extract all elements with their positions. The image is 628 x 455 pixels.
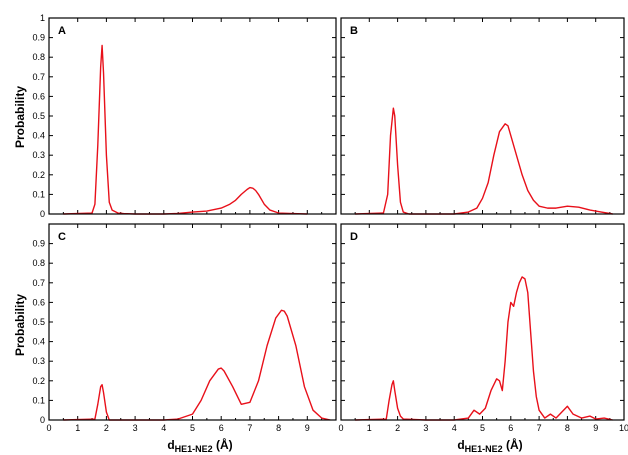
panel-label-a: A [58, 25, 66, 37]
plot-frame-d [340, 223, 625, 421]
plot-frame-c [48, 223, 337, 421]
y-tick-label-a-9: 0.9 [32, 33, 45, 43]
series-line-d [355, 276, 613, 421]
y-tick-label-c-7: 0.7 [32, 278, 45, 288]
x-axis-title-unit: (Å) [213, 437, 233, 452]
plot-frame-a [48, 17, 337, 215]
y-tick-label-c-6: 0.6 [32, 297, 45, 307]
x-tick-label-d-9: 9 [593, 423, 598, 433]
x-tick-label-c-9: 9 [305, 423, 310, 433]
plot-frame-b [340, 17, 625, 215]
y-tick-label-c-8: 0.8 [32, 258, 45, 268]
y-tick-label-a-1: 0.1 [32, 189, 45, 199]
y-tick-label-a-10: 1 [40, 13, 45, 23]
y-tick-label-c-5: 0.5 [32, 317, 45, 327]
series-line-c [63, 309, 331, 421]
y-tick-label-a-0: 0 [40, 209, 45, 219]
y-axis-title-top: Probability [13, 86, 27, 148]
x-tick-label-c-8: 8 [276, 423, 281, 433]
x-tick-label-c-2: 2 [104, 423, 109, 433]
y-axis-title-bottom: Probability [13, 294, 27, 356]
panel-label-b: B [350, 25, 358, 37]
series-line-b [355, 107, 613, 215]
x-tick-label-d-10: 10 [619, 423, 628, 433]
panel-b: B [340, 17, 625, 215]
panel-d: 0 1 2 3 4 5 6 7 8 9 10 D [338, 223, 628, 433]
panel-label-c: C [58, 231, 66, 243]
x-tick-label-d-3: 3 [423, 423, 428, 433]
x-tick-label-d-7: 7 [537, 423, 542, 433]
panel-a: 0 0.1 0.2 0.3 0.4 0.5 0.6 0.7 0.8 0.9 1 A [32, 13, 337, 219]
y-tick-label-c-1: 0.1 [32, 395, 45, 405]
y-tick-label-c-4: 0.4 [32, 337, 45, 347]
x-axis-title-sub: HE1-NE2 [465, 444, 503, 454]
x-axis-title-main: d [167, 438, 174, 452]
y-tick-label-a-7: 0.7 [32, 72, 45, 82]
y-tick-label-a-5: 0.5 [32, 111, 45, 121]
x-axis-title-sub: HE1-NE2 [175, 444, 213, 454]
y-tick-label-c-2: 0.2 [32, 376, 45, 386]
x-axis-title-left: dHE1-NE2 (Å) [167, 437, 232, 454]
panel-c: 0 0.1 0.2 0.3 0.4 0.5 0.6 0.7 0.8 0.9 0 1 2 3 4 5 6 7 8 9 C [32, 223, 337, 433]
series-line-a [63, 44, 308, 215]
x-tick-label-d-1: 1 [367, 423, 372, 433]
y-tick-label-a-6: 0.6 [32, 91, 45, 101]
x-tick-label-c-0: 0 [46, 423, 51, 433]
x-tick-label-c-3: 3 [133, 423, 138, 433]
x-tick-label-c-4: 4 [161, 423, 166, 433]
y-tick-label-c-0: 0 [40, 415, 45, 425]
x-tick-label-d-2: 2 [395, 423, 400, 433]
x-tick-label-d-6: 6 [508, 423, 513, 433]
panel-label-d: D [350, 231, 358, 243]
x-tick-label-d-5: 5 [480, 423, 485, 433]
x-axis-title-right: dHE1-NE2 (Å) [457, 437, 522, 454]
y-tick-label-a-4: 0.4 [32, 131, 45, 141]
y-tick-label-a-8: 0.8 [32, 52, 45, 62]
x-tick-label-c-1: 1 [75, 423, 80, 433]
x-tick-label-c-7: 7 [247, 423, 252, 433]
panels: 0 0.1 0.2 0.3 0.4 0.5 0.6 0.7 0.8 0.9 1 A B 0 0.1 0.2 0.… [32, 13, 628, 433]
x-tick-label-d-0: 0 [338, 423, 343, 433]
y-tick-label-c-3: 0.3 [32, 356, 45, 366]
y-tick-label-c-9: 0.9 [32, 239, 45, 249]
x-tick-label-c-5: 5 [190, 423, 195, 433]
x-axis-title-unit: (Å) [503, 437, 523, 452]
x-tick-label-c-6: 6 [219, 423, 224, 433]
y-tick-label-a-3: 0.3 [32, 150, 45, 160]
x-tick-label-d-4: 4 [452, 423, 457, 433]
y-tick-label-a-2: 0.2 [32, 170, 45, 180]
x-tick-label-d-8: 8 [565, 423, 570, 433]
x-axis-title-main: d [457, 438, 464, 452]
